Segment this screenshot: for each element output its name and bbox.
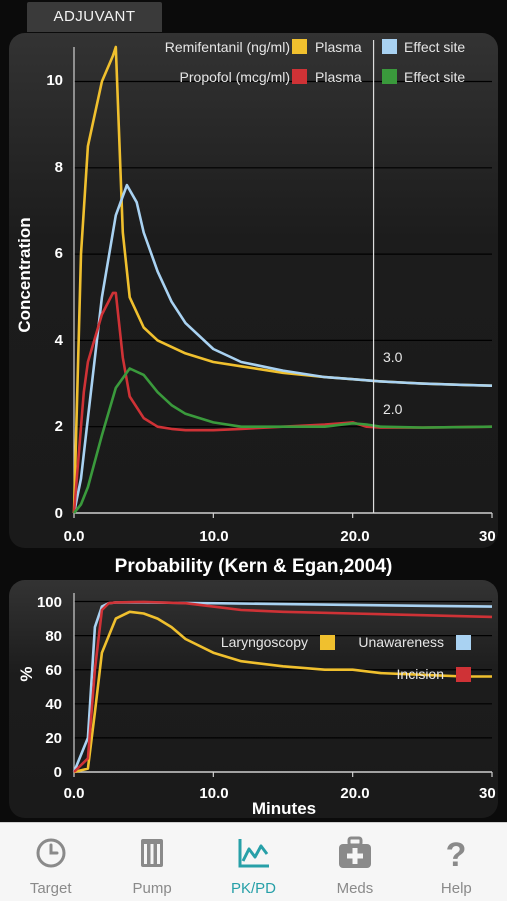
probability-ylabel: % (17, 666, 36, 681)
p-x-tick-0: 0.0 (64, 785, 85, 802)
p-y-tick-80: 80 (45, 628, 62, 645)
legend-remi-plasma-label: Plasma (315, 39, 362, 55)
p-y-tick-20: 20 (45, 730, 62, 747)
tab-help[interactable]: ? Help (406, 823, 507, 901)
help-icon: ? (446, 836, 467, 871)
chart-icon (238, 839, 269, 868)
tab-help-label: Help (440, 880, 472, 897)
probability-series-line-2 (73, 600, 493, 773)
y-tick-8: 8 (55, 159, 63, 176)
bottom-tab-bar: Target Pump PK/PD Meds ? Help (0, 822, 507, 901)
legend-remi-effect-swatch (382, 39, 397, 54)
x-tick-0: 0.0 (64, 528, 85, 545)
concentration-series-line-1 (72, 183, 493, 514)
legend-laryngoscopy-swatch (320, 635, 335, 650)
p-y-tick-60: 60 (45, 662, 62, 679)
svg-text:?: ? (446, 836, 467, 871)
legend-propofol-effect-swatch (382, 69, 397, 84)
probability-xlabel: Minutes (252, 799, 316, 818)
concentration-series-line-3 (72, 367, 493, 514)
p-x-tick-30: 30 (479, 785, 496, 802)
y-tick-4: 4 (55, 332, 64, 349)
legend-propofol-label: Propofol (mcg/ml) (180, 69, 290, 85)
y-tick-6: 6 (55, 245, 63, 262)
legend-propofol-plasma-label: Plasma (315, 69, 362, 85)
concentration-ylabel: Concentration (15, 217, 34, 332)
concentration-chart[interactable]: Concentration 0 2 4 6 8 10 0.0 10.0 20.0… (0, 0, 507, 560)
x-tick-20: 20.0 (340, 528, 369, 545)
legend-laryngoscopy-label: Laryngoscopy (221, 634, 308, 650)
probability-title: Probability (Kern & Egan,2004) (114, 556, 393, 577)
probability-series-line-1 (72, 601, 493, 773)
x-tick-10: 10.0 (199, 528, 228, 545)
remi-cursor-value: 3.0 (383, 349, 403, 365)
tab-pkpd[interactable]: PK/PD (203, 823, 304, 901)
tab-target-label: Target (29, 880, 72, 897)
tab-meds-label: Meds (336, 880, 374, 897)
medkit-icon (338, 836, 371, 868)
legend-remi-plasma-swatch (292, 39, 307, 54)
legend-remi-effect-label: Effect site (404, 39, 465, 55)
y-tick-10: 10 (46, 72, 63, 89)
probability-chart[interactable]: % 0 20 40 60 80 100 0.0 10.0 20.0 30 Min… (0, 560, 507, 822)
legend-remi-label: Remifentanil (ng/ml) (165, 39, 290, 55)
x-tick-30: 30 (479, 528, 496, 545)
legend-incision-swatch (456, 667, 471, 682)
pump-icon (141, 839, 164, 867)
p-y-tick-40: 40 (45, 696, 62, 713)
legend-unawareness-label: Unawareness (358, 634, 444, 650)
legend-propofol-effect-label: Effect site (404, 69, 465, 85)
concentration-series-line-0 (72, 45, 493, 514)
legend-unawareness-swatch (456, 635, 471, 650)
p-y-tick-100: 100 (37, 594, 62, 611)
p-x-tick-10: 10.0 (199, 785, 228, 802)
legend-incision-label: Incision (397, 666, 444, 682)
y-tick-0: 0 (55, 505, 63, 522)
p-x-tick-20: 20.0 (340, 785, 369, 802)
adjuvant-tab[interactable]: ADJUVANT (27, 2, 162, 32)
legend-propofol-plasma-swatch (292, 69, 307, 84)
tab-pump[interactable]: Pump (101, 823, 202, 901)
y-tick-2: 2 (55, 418, 63, 435)
tab-pump-label: Pump (132, 880, 172, 897)
concentration-series-line-2 (72, 291, 493, 514)
clock-icon (36, 838, 66, 868)
tab-pkpd-label: PK/PD (231, 880, 277, 897)
p-y-tick-0: 0 (54, 764, 62, 781)
tab-target[interactable]: Target (0, 823, 101, 901)
probability-series-line-0 (73, 610, 492, 774)
propofol-cursor-value: 2.0 (383, 401, 403, 417)
tab-meds[interactable]: Meds (304, 823, 405, 901)
concentration-panel (9, 33, 498, 548)
